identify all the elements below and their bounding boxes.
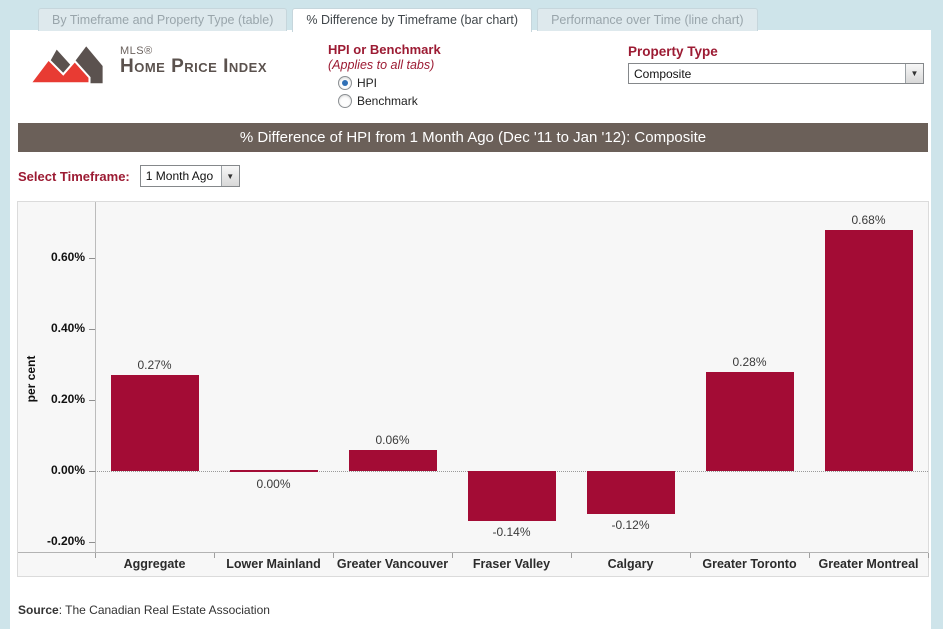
hpi-benchmark-radio-list: HPI Benchmark	[328, 76, 441, 108]
x-category-label-aggregate: Aggregate	[123, 557, 186, 571]
bar-value-label-calgary: -0.12%	[611, 517, 650, 532]
bar-value-label-greater-montreal: 0.68%	[851, 213, 886, 228]
bar-greater-montreal[interactable]	[824, 230, 913, 471]
radio-option-hpi[interactable]: HPI	[338, 76, 441, 90]
bar-fraser-valley[interactable]	[467, 471, 556, 521]
bar-greater-toronto[interactable]	[705, 371, 794, 471]
bar-value-label-greater-toronto: 0.28%	[732, 354, 767, 369]
x-axis-line	[18, 552, 928, 553]
house-logo-icon	[28, 46, 103, 85]
x-category-label-greater-vancouver: Greater Vancouver	[336, 557, 449, 571]
radio-icon-hpi[interactable]	[338, 76, 352, 90]
y-tick-mark	[89, 400, 95, 402]
bar-calgary[interactable]	[586, 471, 675, 514]
timeframe-row: Select Timeframe: 1 Month Ago ▼	[18, 165, 240, 187]
y-tick-label: 0.00%	[50, 463, 85, 477]
property-type-group: Property Type Composite ▼	[628, 44, 924, 84]
hpi-benchmark-group: HPI or Benchmark (Applies to all tabs) H…	[328, 42, 441, 108]
radio-label-benchmark: Benchmark	[357, 94, 418, 108]
bar-chart: per cent 0.60% 0.40% 0.20% 0.00% -0.20% 0.27%…	[17, 201, 929, 577]
dropdown-arrow-icon[interactable]: ▼	[220, 166, 239, 186]
bar-value-label-lower-mainland: 0.00%	[256, 477, 291, 491]
property-type-label: Property Type	[628, 44, 718, 59]
source-label: Source	[18, 603, 59, 617]
x-category-label-greater-toronto: Greater Toronto	[702, 557, 797, 571]
timeframe-select[interactable]: 1 Month Ago ▼	[139, 165, 240, 187]
property-type-value: Composite	[634, 66, 692, 81]
timeframe-label: Select Timeframe:	[18, 168, 130, 184]
bar-greater-vancouver[interactable]	[348, 449, 437, 471]
x-tick-mark	[95, 553, 96, 558]
x-tick-mark	[809, 553, 810, 558]
mls-hpi-logo: MLS® Home Price Index	[28, 39, 267, 93]
y-tick-mark	[89, 541, 95, 543]
y-axis-line	[95, 202, 96, 552]
source-note: Source: The Canadian Real Estate Associa…	[18, 603, 270, 617]
y-tick-label: 0.20%	[50, 392, 85, 407]
dropdown-arrow-icon[interactable]: ▼	[905, 64, 923, 83]
logo-title-label: Home Price Index	[120, 56, 268, 77]
tab-performance-line-chart[interactable]: Performance over Time (line chart)	[537, 8, 758, 31]
x-category-label-lower-mainland: Lower Mainland	[226, 557, 321, 571]
y-tick-mark	[89, 471, 95, 472]
logo-mls-label: MLS®	[120, 45, 153, 57]
radio-icon-benchmark[interactable]	[338, 94, 352, 108]
x-category-label-calgary: Calgary	[607, 557, 654, 571]
x-category-label-greater-montreal: Greater Montreal	[818, 557, 919, 571]
radio-option-benchmark[interactable]: Benchmark	[338, 94, 441, 108]
y-tick-label: 0.60%	[50, 250, 85, 265]
x-tick-mark	[690, 553, 691, 558]
tab-difference-bar-chart[interactable]: % Difference by Timeframe (bar chart)	[292, 8, 533, 32]
logo-text: MLS® Home Price Index	[120, 39, 267, 77]
chart-title-bar: % Difference of HPI from 1 Month Ago (De…	[18, 123, 928, 152]
tab-bar: By Timeframe and Property Type (table)% …	[38, 8, 758, 32]
x-category-label-fraser-valley: Fraser Valley	[472, 557, 551, 571]
x-tick-mark	[452, 553, 453, 558]
hpi-benchmark-label: HPI or Benchmark	[328, 42, 441, 57]
timeframe-value: 1 Month Ago	[145, 169, 214, 183]
y-tick-mark	[89, 329, 95, 331]
bar-value-label-fraser-valley: -0.14%	[492, 524, 531, 539]
y-axis-title: per cent	[24, 355, 38, 403]
main-panel: MLS® Home Price Index HPI or Benchmark (…	[10, 30, 931, 629]
x-tick-mark	[928, 553, 929, 558]
y-tick-label: -0.20%	[46, 533, 85, 548]
y-tick-mark	[89, 258, 95, 260]
x-tick-mark	[214, 553, 215, 558]
bar-aggregate[interactable]	[110, 375, 199, 471]
bar-value-label-greater-vancouver: 0.06%	[375, 432, 410, 447]
bar-lower-mainland[interactable]	[229, 470, 318, 472]
x-tick-mark	[333, 553, 334, 558]
source-text: : The Canadian Real Estate Association	[58, 603, 270, 617]
property-type-select[interactable]: Composite ▼	[628, 63, 924, 84]
radio-label-hpi: HPI	[357, 76, 378, 90]
tab-timeframe-property-table[interactable]: By Timeframe and Property Type (table)	[38, 8, 288, 31]
hpi-benchmark-note: (Applies to all tabs)	[328, 58, 435, 72]
y-tick-label: 0.40%	[50, 321, 85, 336]
bar-value-label-aggregate: 0.27%	[137, 358, 172, 373]
x-tick-mark	[571, 553, 572, 558]
